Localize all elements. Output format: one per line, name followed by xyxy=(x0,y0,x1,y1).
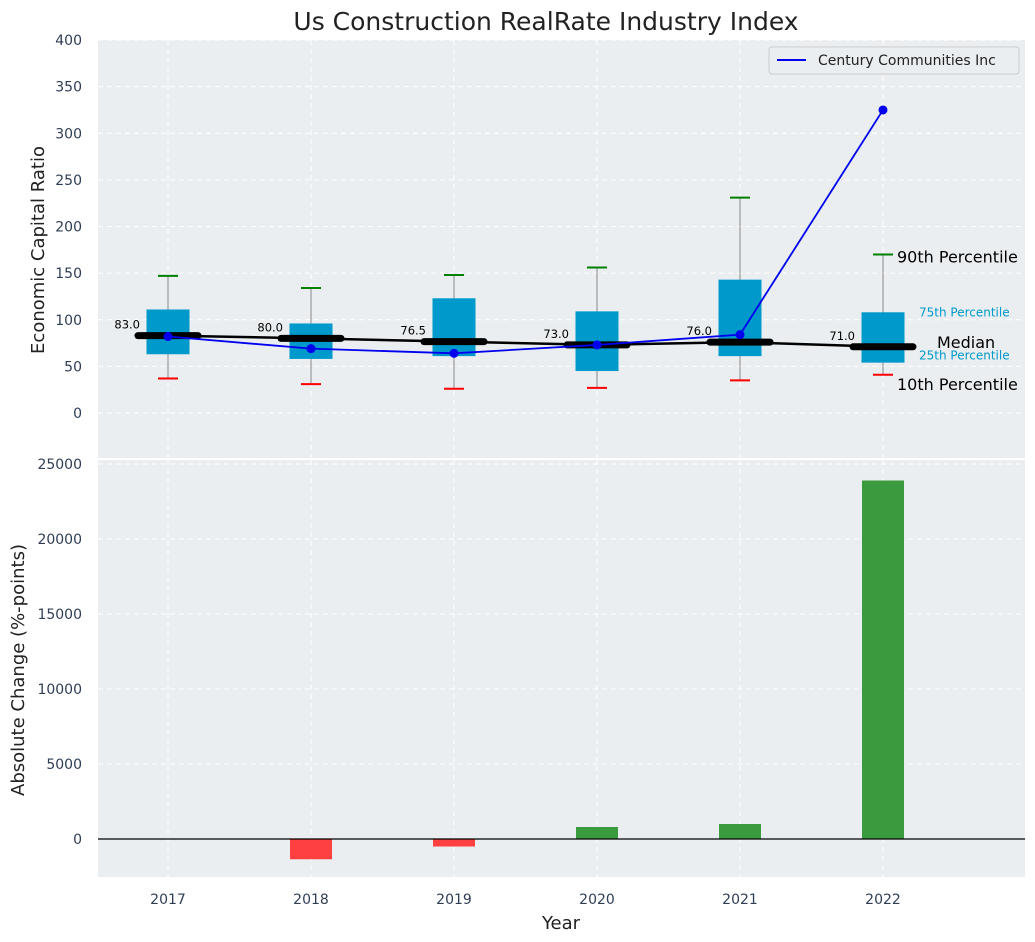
median-value-label: 76.0 xyxy=(686,324,712,338)
company-series-point xyxy=(735,330,745,340)
legend-label: Century Communities Inc xyxy=(818,53,996,69)
median-value-label: 76.5 xyxy=(400,324,426,338)
company-series-point xyxy=(306,344,316,354)
change-bar xyxy=(433,839,475,847)
percentile-annotations: 90th Percentile 75th Percentile Median25th… xyxy=(897,247,1018,393)
iqr-box xyxy=(861,312,905,363)
bottom-y-tick-labels: 0 5000 10000 15000 20000 25000 xyxy=(37,457,82,848)
top-y-axis-label: Economic Capital Ratio xyxy=(28,146,49,354)
median-value-labels: 83.0 80.0 76.5 73.0 76.0 71.0 xyxy=(114,318,855,343)
change-bar-group xyxy=(98,480,1025,860)
x-tick-label: 2018 xyxy=(293,892,329,908)
y-tick-label: 50 xyxy=(64,359,82,375)
x-tick-label: 2017 xyxy=(150,892,186,908)
top-panel: 0 50 100 150 200 250 300 350 400 83.0 80.0 76.5 73.… xyxy=(28,33,1025,458)
top-plot-background xyxy=(98,40,1025,458)
y-tick-label: 20000 xyxy=(37,532,82,548)
x-tick-labels: 2017 2018 2019 2020 2021 2022 xyxy=(150,892,901,908)
iqr-box xyxy=(146,309,190,355)
annotation-p25: 25th Percentile xyxy=(919,349,1010,363)
y-tick-label: 0 xyxy=(73,406,82,422)
annotation-p75: 75th Percentile xyxy=(919,305,1010,319)
y-tick-label: 0 xyxy=(73,832,82,848)
y-tick-label: 200 xyxy=(55,220,82,236)
y-tick-label: 25000 xyxy=(37,457,82,473)
y-tick-label: 250 xyxy=(55,173,82,189)
y-tick-label: 10000 xyxy=(37,682,82,698)
annotation-p90: 90th Percentile xyxy=(897,247,1018,266)
bottom-y-axis-label: Absolute Change (%-points) xyxy=(8,544,29,796)
median-value-label: 80.0 xyxy=(257,320,283,334)
annotation-p10: 10th Percentile xyxy=(897,375,1018,394)
y-tick-label: 350 xyxy=(55,80,82,96)
line-series-group xyxy=(134,105,917,358)
change-bar xyxy=(862,480,904,839)
y-tick-label: 300 xyxy=(55,126,82,142)
legend: Century Communities Inc xyxy=(768,46,1020,75)
legend-box xyxy=(768,46,1020,75)
y-tick-label: 100 xyxy=(55,313,82,329)
median-value-label: 83.0 xyxy=(114,318,140,332)
top-y-tick-labels: 0 50 100 150 200 250 300 350 400 xyxy=(55,33,82,422)
top-gridlines xyxy=(98,39,1025,458)
y-tick-label: 150 xyxy=(55,266,82,282)
change-bar xyxy=(719,824,761,839)
y-tick-label: 15000 xyxy=(37,607,82,623)
x-axis-label: Year xyxy=(541,913,581,934)
company-series-line xyxy=(167,109,884,355)
annotation-median: Median xyxy=(937,333,995,352)
company-series-point xyxy=(592,340,602,350)
x-tick-label: 2022 xyxy=(865,892,901,908)
median-value-label: 73.0 xyxy=(543,327,569,341)
x-tick-label: 2020 xyxy=(579,892,615,908)
x-tick-label: 2019 xyxy=(436,892,472,908)
y-tick-label: 5000 xyxy=(46,757,82,773)
y-tick-label: 400 xyxy=(55,33,82,49)
company-series-point xyxy=(449,348,459,358)
chart-title: Us Construction RealRate Industry Index xyxy=(293,7,798,36)
median-value-label: 71.0 xyxy=(829,329,855,343)
company-series-point xyxy=(163,332,173,342)
iqr-box xyxy=(432,298,476,357)
x-tick-label: 2021 xyxy=(722,892,758,908)
company-series-point xyxy=(878,105,888,115)
change-bar xyxy=(576,827,618,839)
change-bar xyxy=(290,839,332,860)
